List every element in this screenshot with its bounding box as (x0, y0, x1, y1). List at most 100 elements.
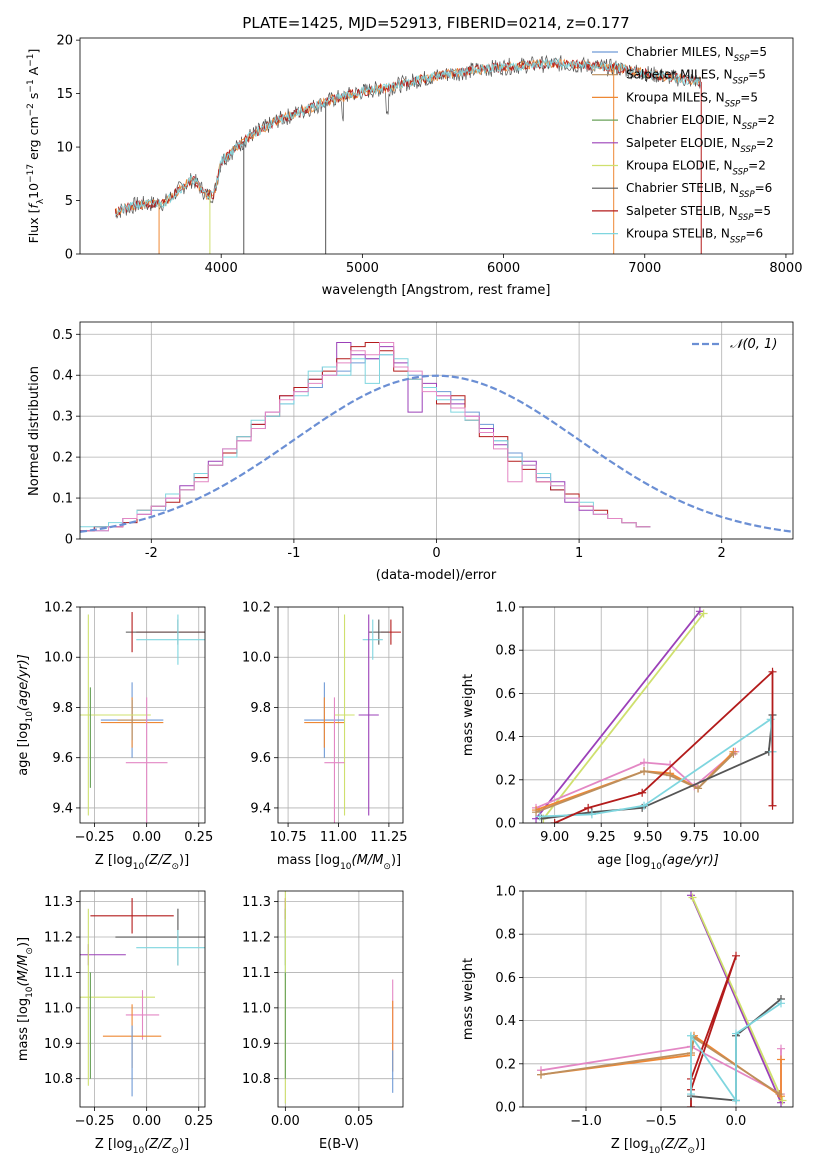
y-tick-label: 9.8 (250, 701, 271, 716)
legend-label: 𝒩(0, 1) (730, 337, 777, 352)
errorbar-point (324, 697, 345, 823)
weight-marker (729, 749, 738, 758)
y-tick-label: 0.1 (52, 492, 73, 507)
x-tick-label: 4000 (205, 261, 238, 276)
errorbar-point (334, 614, 355, 816)
y-tick-label: 10.2 (44, 601, 73, 616)
weight-series-line (535, 610, 701, 820)
x-tick-label: 10.75 (269, 830, 306, 845)
mass-vs-Z-panel: −0.25 0.00 0.25 10.8 10.9 11.0 11.1 11.2 11.3 (44, 890, 213, 1129)
x-tick-label: 8000 (769, 261, 802, 276)
x-axis-label: E(B-V) (319, 1137, 359, 1152)
x-tick-label: 9.50 (633, 830, 662, 845)
gridlines (523, 890, 793, 1108)
x-tick-label: −0.25 (75, 1114, 115, 1129)
y-axis-label: Normed distribution (27, 366, 42, 496)
legend-label: Salpeter ELODIE, NSSP=2 (626, 136, 774, 155)
y-tick-label: 10.2 (242, 601, 271, 616)
weight-marker (666, 771, 675, 780)
weight-marker (775, 1090, 784, 1099)
legend-label: Chabrier ELODIE, NSSP=2 (626, 113, 775, 132)
weight-marker (687, 1031, 695, 1040)
weight-marker (688, 893, 697, 902)
y-tick-label: 9.6 (52, 751, 73, 766)
x-tick-label: 10.00 (722, 830, 759, 845)
x-tick-label: −1.0 (570, 1114, 602, 1129)
x-tick-label: -2 (145, 546, 158, 561)
y-tick-label: 0.6 (495, 687, 516, 702)
errorbar-point (80, 614, 151, 816)
x-axis-label: age [log10(age/yr)] (597, 853, 719, 872)
errorbar-point (125, 990, 160, 1040)
y-tick-label: 9.8 (52, 701, 73, 716)
y-tick-label: 0.4 (495, 730, 516, 745)
x-axis-label: wavelength [Angstrom, rest frame] (322, 283, 551, 298)
weight-marker (638, 788, 647, 797)
legend-label: Kroupa MILES, NSSP=5 (626, 90, 758, 109)
y-tick-label: 10.9 (242, 1037, 271, 1052)
gridlines (523, 606, 793, 824)
y-tick-label: 15 (56, 87, 73, 102)
y-tick-label: 11.1 (44, 966, 73, 981)
x-tick-label: 2 (718, 546, 726, 561)
axes-frame (277, 890, 404, 1108)
weight-marker (777, 1044, 785, 1053)
y-axis-label: mass weight (461, 674, 476, 756)
y-axis-label: Flux [fλ10−17 erg cm−2 s−1 A−1] (26, 49, 46, 244)
weight-marker (535, 812, 544, 821)
y-tick-label: 10.8 (242, 1072, 271, 1087)
y-tick-label: 0.0 (495, 1101, 516, 1116)
y-tick-label: 0.2 (52, 451, 73, 466)
normal-curve (80, 374, 793, 533)
errorbar-point (358, 614, 379, 816)
errorbar-point (136, 614, 205, 665)
y-tick-label: 11.2 (242, 931, 271, 946)
errorbar-point (362, 619, 383, 660)
weight-series-line (542, 612, 705, 820)
weight-series-line (540, 1036, 780, 1095)
y-tick-label: 0.8 (495, 928, 516, 943)
weight-marker (699, 609, 708, 618)
x-tick-label: 9.75 (680, 830, 709, 845)
residuals-panel: -2 -1 0 1 2 0 0.1 0.2 0.3 0.4 0.5 𝒩(0, 1) (52, 321, 794, 561)
y-tick-label: 20 (56, 34, 73, 49)
x-tick-label: −0.5 (645, 1114, 677, 1129)
y-axis-label: mass weight (461, 958, 476, 1040)
weight-marker (777, 999, 785, 1008)
weight-marker (687, 1103, 695, 1107)
weight-marker (640, 801, 649, 810)
x-tick-label: -1 (287, 546, 300, 561)
y-tick-label: 0.0 (495, 817, 516, 832)
y-tick-label: 11.2 (44, 931, 73, 946)
y-tick-label: 0.6 (495, 971, 516, 986)
weight-series-line (690, 955, 737, 1107)
errorbar-point (80, 908, 155, 1086)
weight-vs-age-panel: 9.00 9.25 9.50 9.75 10.00 0.0 0.2 0.4 0.6 0.8 1.0 (495, 601, 794, 845)
plot-area (80, 612, 205, 823)
y-tick-label: 10.8 (44, 1072, 73, 1087)
x-tick-label: −0.25 (75, 830, 115, 845)
x-tick-label: 1 (575, 546, 583, 561)
x-tick-label: 0.0 (726, 1114, 747, 1129)
legend-label: Salpeter MILES, NSSP=5 (626, 68, 766, 87)
x-tick-label: 9.00 (540, 830, 569, 845)
y-tick-label: 11.0 (44, 1001, 73, 1016)
weight-marker (732, 1029, 740, 1038)
svg-text:age [log10(age/yr)]: age [log10(age/yr)] (597, 853, 719, 872)
x-tick-label: 11.00 (320, 830, 357, 845)
weight-series-line (691, 897, 784, 1101)
svg-text:Flux [fλ10−17 erg cm−2 s−1 A−1: Flux [fλ10−17 erg cm−2 s−1 A−1] (26, 49, 46, 244)
errorbar-point (90, 898, 174, 934)
x-tick-label: 6000 (487, 261, 520, 276)
weight-marker (532, 808, 541, 817)
errorbar-point (136, 929, 205, 966)
histogram-series (80, 342, 651, 532)
weight-marker (694, 784, 703, 793)
x-tick-label: 0.00 (132, 830, 161, 845)
x-tick-label: 7000 (628, 261, 661, 276)
legend-label: Kroupa ELODIE, NSSP=2 (626, 159, 766, 178)
axes-frame (522, 890, 794, 1108)
y-tick-label: 1.0 (495, 885, 516, 900)
weight-marker (768, 667, 777, 676)
axes-frame (79, 890, 206, 1108)
